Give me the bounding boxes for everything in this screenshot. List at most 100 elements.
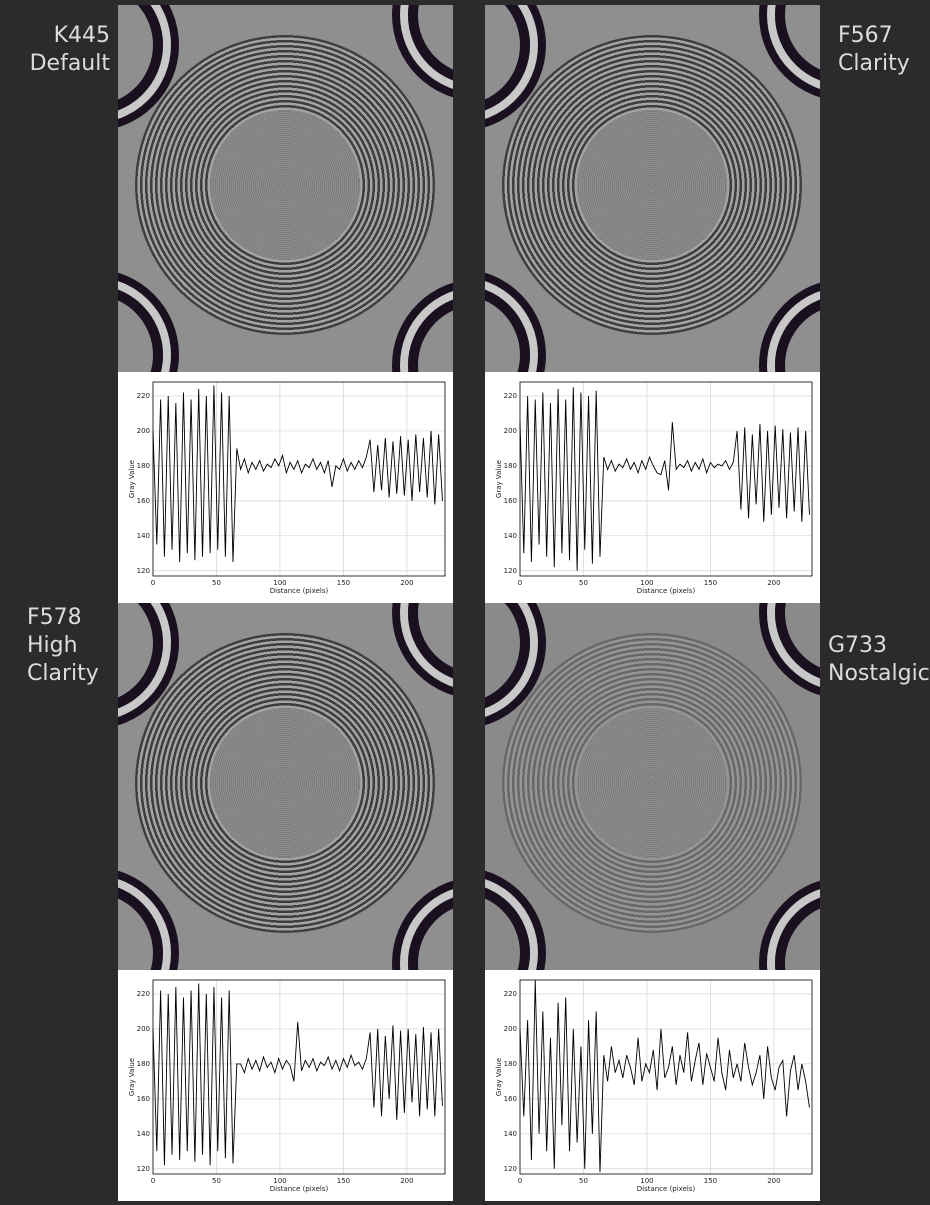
data-line	[153, 984, 442, 1166]
corner-arc	[408, 295, 453, 372]
y-tick-label: 180	[137, 462, 150, 470]
x-axis-label: Distance (pixels)	[637, 1185, 696, 1193]
label-line: Clarity	[27, 660, 117, 688]
chart: 120 140 160 180 200 220 0 50 100 150 200 Distance (…	[485, 372, 820, 603]
y-tick-label: 120	[137, 567, 150, 575]
x-tick-label: 100	[273, 579, 286, 587]
y-tick-label: 160	[137, 1095, 150, 1103]
corner-arc	[408, 893, 453, 970]
x-axis-label: Distance (pixels)	[270, 587, 329, 595]
x-tick-label: 200	[400, 1177, 413, 1185]
x-tick-label: 0	[518, 579, 522, 587]
y-tick-label: 160	[504, 1095, 517, 1103]
corner-arc	[485, 5, 530, 115]
y-tick-label: 140	[504, 1130, 517, 1138]
y-tick-label: 220	[137, 990, 150, 998]
label-line: Default	[0, 50, 110, 78]
y-tick-label: 200	[137, 1025, 150, 1033]
label-line: F567	[838, 22, 928, 50]
corner-arc	[775, 893, 820, 970]
y-tick-label: 120	[137, 1165, 150, 1173]
label-line: F578	[27, 604, 117, 632]
y-tick-label: 140	[504, 532, 517, 540]
x-tick-label: 50	[212, 1177, 221, 1185]
y-tick-label: 120	[504, 567, 517, 575]
corner-arc	[485, 285, 530, 372]
page: K445Default 120 140 160 180 200 220 0 50 100 150 20…	[0, 0, 930, 1205]
y-tick-label: 140	[137, 532, 150, 540]
label-line: K445	[0, 22, 110, 50]
plot-panel: 120 140 160 180 200 220 0 50 100 150 200 Distance (…	[485, 970, 820, 1201]
data-line	[520, 387, 809, 571]
y-tick-label: 220	[504, 392, 517, 400]
label-line: Nostalgic	[828, 660, 928, 688]
x-tick-label: 100	[640, 1177, 653, 1185]
ring-core	[577, 708, 727, 858]
corner-arc	[408, 603, 453, 683]
corner-arc	[775, 295, 820, 372]
x-axis-label: Distance (pixels)	[270, 1185, 329, 1193]
plot-panel: 120 140 160 180 200 220 0 50 100 150 200 Distance (…	[118, 970, 453, 1201]
x-tick-label: 50	[579, 1177, 588, 1185]
y-tick-label: 180	[504, 462, 517, 470]
chart: 120 140 160 180 200 220 0 50 100 150 200 Distance (…	[118, 970, 453, 1201]
corner-arc	[118, 883, 163, 970]
ring-core	[577, 110, 727, 260]
y-tick-label: 160	[137, 497, 150, 505]
x-tick-label: 100	[640, 579, 653, 587]
y-tick-label: 120	[504, 1165, 517, 1173]
x-tick-label: 0	[151, 579, 155, 587]
y-tick-label: 160	[504, 497, 517, 505]
corner-arc	[485, 883, 530, 970]
ring-core	[210, 110, 360, 260]
y-axis-label: Gray Value	[128, 1058, 136, 1096]
corner-arc	[775, 603, 820, 683]
y-axis-label: Gray Value	[495, 1058, 503, 1096]
chart: 120 140 160 180 200 220 0 50 100 150 200 Distance (…	[485, 970, 820, 1201]
y-tick-label: 220	[504, 990, 517, 998]
x-axis-label: Distance (pixels)	[637, 587, 696, 595]
x-tick-label: 200	[767, 579, 780, 587]
data-line	[520, 980, 809, 1172]
y-tick-label: 200	[137, 427, 150, 435]
test-image	[118, 5, 453, 372]
plot-panel: 120 140 160 180 200 220 0 50 100 150 200 Distance (…	[118, 372, 453, 603]
corner-arc	[118, 603, 163, 713]
ring-core	[210, 708, 360, 858]
x-tick-label: 0	[518, 1177, 522, 1185]
y-axis-label: Gray Value	[495, 460, 503, 498]
corner-arc	[485, 603, 530, 713]
label-line: Clarity	[838, 50, 928, 78]
test-image	[485, 5, 820, 372]
x-tick-label: 200	[767, 1177, 780, 1185]
x-tick-label: 50	[579, 579, 588, 587]
x-tick-label: 50	[212, 579, 221, 587]
x-tick-label: 150	[337, 579, 350, 587]
y-tick-label: 220	[137, 392, 150, 400]
test-image	[485, 603, 820, 970]
x-tick-label: 100	[273, 1177, 286, 1185]
x-tick-label: 200	[400, 579, 413, 587]
y-tick-label: 200	[504, 1025, 517, 1033]
corner-arc	[118, 285, 163, 372]
y-tick-label: 180	[504, 1060, 517, 1068]
y-tick-label: 140	[137, 1130, 150, 1138]
x-tick-label: 150	[337, 1177, 350, 1185]
plot-frame	[520, 980, 812, 1174]
x-tick-label: 150	[704, 1177, 717, 1185]
x-tick-label: 150	[704, 579, 717, 587]
y-tick-label: 180	[137, 1060, 150, 1068]
y-tick-label: 200	[504, 427, 517, 435]
label-line: G733	[828, 632, 928, 660]
chart: 120 140 160 180 200 220 0 50 100 150 200 Distance (…	[118, 372, 453, 603]
corner-arc	[775, 5, 820, 85]
y-axis-label: Gray Value	[128, 460, 136, 498]
corner-arc	[118, 5, 163, 115]
label-line: High	[27, 632, 117, 660]
corner-arc	[408, 5, 453, 85]
x-tick-label: 0	[151, 1177, 155, 1185]
